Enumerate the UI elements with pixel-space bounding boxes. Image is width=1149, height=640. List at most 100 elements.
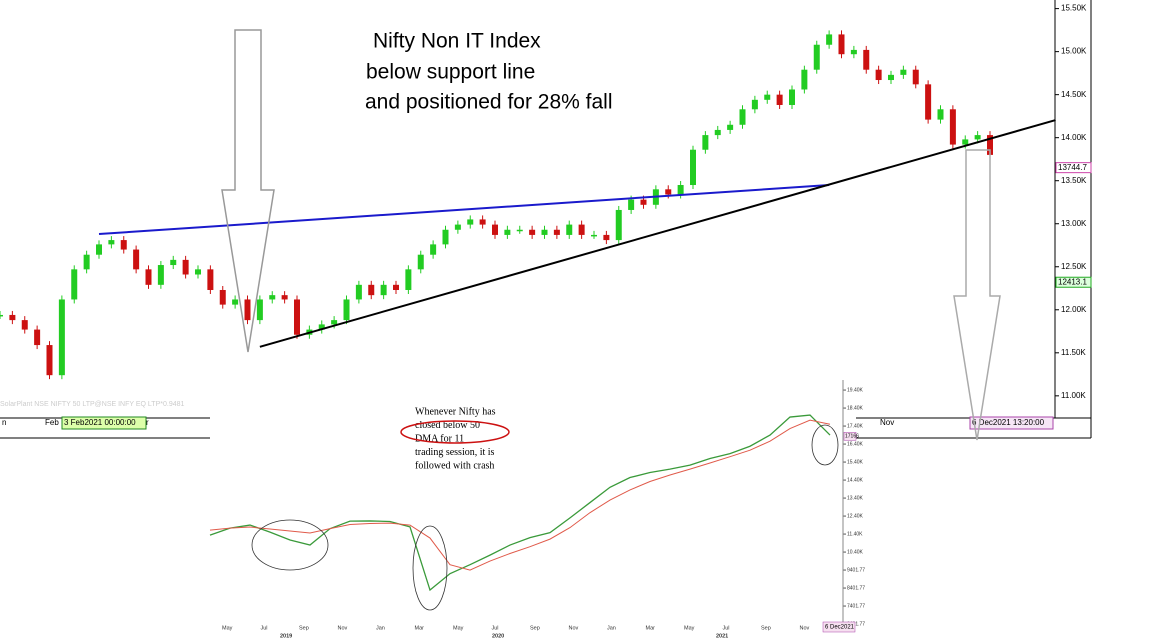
candle-body [912, 69, 919, 85]
candle-body [937, 109, 944, 120]
candle-body [368, 284, 375, 296]
year-label: 2021 [716, 633, 728, 639]
main-chart: O.15011.5275 H.15084.8672 L.15128.1558 C… [0, 0, 1092, 430]
candle-body [393, 284, 399, 290]
x-tick-label: Sep [530, 625, 540, 631]
header: O.15011.5275 H.15084.8672 L.15128.1558 C… [44, 0, 265, 2]
x-tick-label: Mar [646, 625, 656, 631]
annotation: DMA for 11 [415, 433, 464, 444]
trend-line [98, 184, 830, 236]
candle-body [58, 299, 65, 376]
price-marker [843, 432, 857, 441]
year-label: 2020 [492, 633, 504, 639]
candle-body [157, 265, 164, 285]
year-label: 2019 [280, 633, 292, 639]
candle-body [294, 299, 300, 335]
annotation: Nifty Non IT Index [373, 30, 541, 53]
x-tick-label: Sep [299, 625, 309, 631]
annotation: closed below 50 [415, 420, 480, 431]
candle-body [318, 324, 325, 330]
candle-body [219, 289, 226, 305]
x-tick-label: 6 Dec2021 [825, 625, 855, 631]
x-tick-label: Feb [45, 418, 59, 427]
candle-body [640, 199, 647, 205]
candle-body [0, 314, 3, 317]
annotation: below support line [366, 61, 535, 84]
candle-body [21, 320, 28, 330]
y-tick-label: 13.00K [1061, 219, 1087, 228]
series-line [209, 419, 831, 571]
candle-body [83, 254, 90, 270]
x-tick-label: May [684, 625, 695, 631]
candle-body [751, 99, 758, 110]
x-tick-label: 6 Dec2021 13:20:00 [972, 418, 1045, 427]
x-tick-label: May [453, 625, 464, 631]
candle-body [108, 240, 115, 245]
candle-body [430, 244, 437, 255]
candle-body [454, 224, 461, 230]
candle-body [541, 229, 548, 235]
candle-body [925, 84, 932, 120]
candle-body [46, 345, 53, 376]
y-tick-label: 19.40K [847, 387, 864, 393]
candle-body [764, 94, 771, 100]
y-tick-label: 16.40K [847, 441, 864, 447]
candle-body [789, 89, 795, 105]
x-tick-label: Nov [569, 625, 579, 631]
candle-body [863, 49, 870, 70]
candle-body [405, 269, 412, 290]
x-tick-label: Jul [492, 625, 499, 631]
y-tick-label: 14.40K [847, 477, 864, 483]
price-marker-label: 12413.1 [1058, 277, 1087, 286]
candle-body [987, 135, 993, 155]
y-tick-label: 10.40K [847, 549, 864, 555]
candle-body [467, 219, 474, 225]
x-tick-label: Jul [723, 625, 730, 631]
arrow-down [221, 29, 275, 353]
candle-body [170, 259, 177, 266]
candle-body [962, 139, 969, 145]
candle-body [516, 229, 523, 232]
y-tick-label: 7401.77 [847, 603, 865, 609]
annotation: trading session, it is [415, 447, 495, 458]
candle-body [244, 299, 251, 321]
x-tick-label: n [2, 418, 6, 427]
y-tick-label: 12.40K [847, 513, 864, 519]
candle-body [331, 320, 338, 325]
candle-body [665, 189, 672, 195]
candle-body [232, 299, 239, 305]
x-tick-label: Sep [761, 625, 771, 631]
candle-body [417, 254, 424, 270]
y-tick-label: 18.40K [847, 405, 864, 411]
candle-body [888, 74, 894, 81]
y-tick-label: 12.50K [1061, 262, 1087, 271]
y-tick-label: 15.00K [1061, 47, 1087, 56]
candle-body [553, 229, 560, 235]
candle-body [714, 129, 721, 136]
highlight-ellipse [251, 519, 329, 571]
candle-body [133, 249, 140, 270]
candle-body [442, 229, 449, 245]
candle-body [739, 109, 746, 125]
price-marker-label: 17166 [845, 434, 859, 440]
candle-body [71, 269, 78, 300]
candle-body [900, 69, 907, 75]
candle-body [504, 229, 511, 235]
y-tick-label: 13.40K [847, 495, 864, 501]
candle-body [949, 109, 956, 145]
candle-body [776, 94, 783, 105]
candle-body [850, 49, 857, 55]
y-tick-label: 15.40K [847, 459, 864, 465]
inset-chart: 19.40K 18.40K 17.40K 16.40K 15.40K 14.40K 13.4… [209, 378, 865, 640]
y-tick-label: 14.50K [1061, 90, 1087, 99]
trend-line [259, 119, 1056, 348]
x-tick-label: 3 Feb2021 00:00:00 [64, 418, 136, 427]
x-tick-label: May [222, 625, 233, 631]
candle-body [727, 124, 734, 130]
x-label-box [61, 416, 147, 430]
y-tick-label: 12.00K [1061, 305, 1087, 314]
y-tick-label: 8401.77 [847, 585, 865, 591]
price-marker-label: 13744.7 [1058, 163, 1087, 172]
y-tick-label: 11.00K [1061, 391, 1086, 400]
